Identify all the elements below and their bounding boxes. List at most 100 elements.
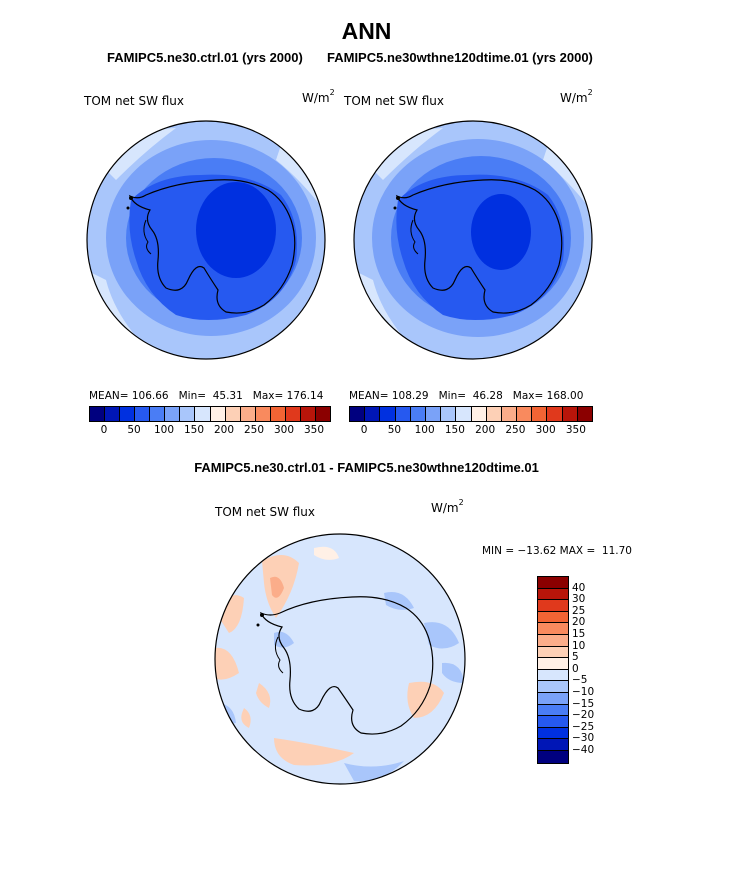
colorbar-cell: [486, 407, 502, 421]
right-stats: MEAN= 108.29 Min= 46.28 Max= 168.00: [349, 390, 584, 402]
colorbar-cell: [240, 407, 256, 421]
colorbar-cell: [456, 407, 472, 421]
diff-colorbar: [537, 576, 569, 764]
colorbar-cell: [538, 623, 568, 635]
left-variable-label: TOM net SW flux: [84, 94, 185, 108]
right-colorbar: [349, 406, 593, 422]
colorbar-tick-label: 10: [572, 639, 586, 652]
colorbar-tick-label: 350: [303, 424, 325, 436]
colorbar-tick-label: −30: [572, 732, 595, 745]
colorbar-cell: [538, 611, 568, 624]
colorbar-cell: [532, 407, 548, 421]
colorbar-tick-label: 350: [565, 424, 586, 436]
colorbar-cell: [441, 407, 457, 421]
colorbar-cell: [255, 407, 271, 421]
colorbar-tick-label: 200: [475, 424, 496, 436]
colorbar-cell: [517, 407, 533, 421]
case-a-title: FAMIPC5.ne30.ctrl.01 (yrs 2000): [107, 50, 303, 65]
colorbar-cell: [538, 669, 568, 682]
colorbar-cell: [165, 407, 181, 421]
right-continent-outline: [395, 179, 563, 314]
colorbar-cell: [538, 646, 568, 659]
colorbar-tick-label: 300: [273, 424, 295, 436]
colorbar-tick-label: 25: [572, 604, 586, 617]
colorbar-tick-label: −20: [572, 709, 595, 722]
colorbar-cell: [105, 407, 121, 421]
colorbar-cell: [365, 407, 381, 421]
difference-title: FAMIPC5.ne30.ctrl.01 - FAMIPC5.ne30wthne…: [194, 460, 539, 475]
left-stats: MEAN= 106.66 Min= 45.31 Max= 176.14: [89, 390, 324, 402]
colorbar-cell: [300, 407, 316, 421]
colorbar-tick-label: 40: [572, 581, 586, 594]
left-colorbar-ticks: 0 50 100 150 200 250 300 350: [89, 424, 329, 438]
colorbar-cell: [538, 634, 568, 647]
colorbar-tick-label: 50: [387, 424, 402, 436]
colorbar-tick-label: −40: [572, 744, 595, 756]
colorbar-cell: [195, 407, 211, 421]
colorbar-tick-label: 0: [360, 424, 368, 436]
left-polar-map: [86, 120, 326, 360]
colorbar-tick-label: 50: [127, 424, 141, 436]
colorbar-tick-label: 5: [572, 651, 579, 664]
colorbar-cell: [538, 739, 568, 751]
colorbar-cell: [538, 716, 568, 728]
colorbar-tick-label: 15: [572, 628, 586, 640]
colorbar-cell: [350, 407, 366, 421]
colorbar-cell: [471, 407, 487, 421]
colorbar-cell: [90, 407, 106, 421]
colorbar-cell: [270, 407, 286, 421]
colorbar-tick-label: 100: [414, 424, 435, 436]
colorbar-cell: [577, 407, 592, 421]
colorbar-tick-label: 200: [213, 424, 235, 436]
colorbar-cell: [562, 407, 578, 421]
colorbar-cell: [538, 588, 568, 601]
left-continent-outline: [128, 179, 296, 314]
colorbar-cell: [538, 727, 568, 740]
colorbar-tick-label: 100: [153, 424, 175, 436]
colorbar-cell: [180, 407, 196, 421]
season-title: ANN: [341, 18, 392, 44]
colorbar-tick-label: −5: [572, 674, 588, 687]
colorbar-cell: [501, 407, 518, 421]
colorbar-cell: [380, 407, 396, 421]
case-b-title: FAMIPC5.ne30wthne120dtime.01 (yrs 2000): [327, 50, 593, 65]
colorbar-cell: [395, 407, 411, 421]
diff-variable-label: TOM net SW flux: [215, 505, 316, 519]
colorbar-tick-label: 250: [243, 424, 265, 436]
colorbar-cell: [150, 407, 166, 421]
colorbar-cell: [285, 407, 301, 421]
colorbar-tick-label: −25: [572, 720, 595, 733]
colorbar-cell: [315, 407, 330, 421]
colorbar-cell: [538, 577, 568, 589]
colorbar-tick-label: 300: [535, 424, 556, 436]
diff-minmax: MIN = −13.62 MAX = 11.70: [482, 545, 632, 557]
colorbar-cell: [547, 407, 563, 421]
colorbar-tick-label: −10: [572, 686, 595, 698]
right-units: W/m2: [560, 88, 593, 105]
colorbar-cell: [538, 750, 568, 763]
colorbar-cell: [135, 407, 151, 421]
diff-continent-outline: [259, 596, 434, 735]
right-polar-map: [353, 120, 593, 360]
left-units: W/m2: [302, 88, 335, 105]
colorbar-tick-label: 30: [572, 593, 586, 606]
colorbar-cell: [120, 407, 136, 421]
colorbar-cell: [538, 704, 568, 717]
colorbar-cell: [538, 658, 568, 670]
colorbar-tick-label: 150: [444, 424, 465, 436]
colorbar-tick-label: 250: [505, 424, 526, 436]
diff-polar-map: [214, 533, 466, 785]
colorbar-cell: [425, 407, 442, 421]
diff-units: W/m2: [431, 498, 464, 515]
colorbar-cell: [538, 600, 568, 612]
colorbar-cell: [410, 407, 426, 421]
colorbar-tick-label: 150: [183, 424, 205, 436]
right-variable-label: TOM net SW flux: [344, 94, 445, 108]
colorbar-tick-label: 0: [572, 662, 579, 675]
colorbar-cell: [210, 407, 226, 421]
colorbar-cell: [538, 692, 568, 705]
colorbar-cell: [538, 681, 568, 693]
colorbar-tick-label: 0: [100, 424, 108, 436]
colorbar-tick-label: −15: [572, 697, 595, 710]
colorbar-cell: [225, 407, 241, 421]
